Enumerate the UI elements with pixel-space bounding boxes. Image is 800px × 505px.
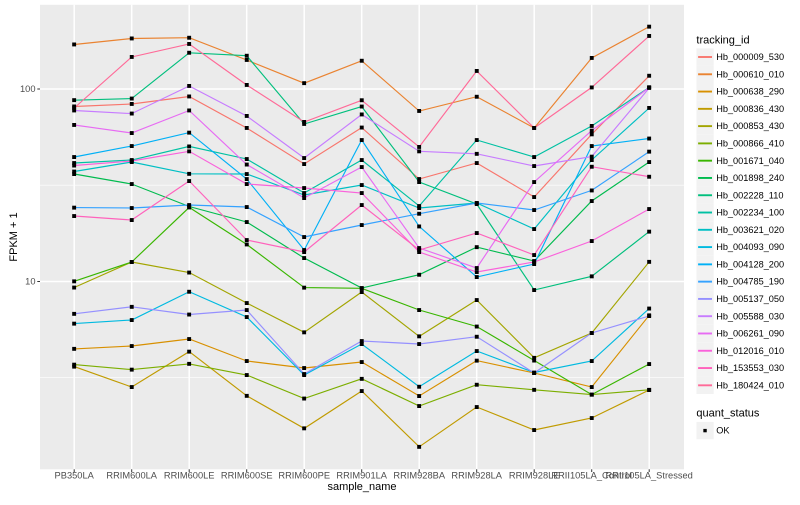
svg-text:Hb_180424_010: Hb_180424_010 [716, 380, 784, 390]
svg-text:FPKM + 1: FPKM + 1 [8, 212, 20, 261]
svg-text:PB350LA: PB350LA [55, 471, 95, 481]
svg-text:Hb_001671_040: Hb_001671_040 [716, 156, 784, 166]
svg-text:RRIM928BA: RRIM928BA [393, 471, 445, 481]
svg-text:RRIM600SE: RRIM600SE [221, 471, 273, 481]
svg-text:RRIM600LA: RRIM600LA [106, 471, 157, 481]
svg-text:RRII105LA_Control: RRII105LA_Control [551, 471, 632, 481]
svg-text:Hb_004785_190: Hb_004785_190 [716, 277, 784, 287]
svg-text:RRIM600PE: RRIM600PE [278, 471, 330, 481]
svg-text:Hb_000610_010: Hb_000610_010 [716, 69, 784, 79]
svg-text:Hb_002234_100: Hb_002234_100 [716, 208, 784, 218]
svg-text:sample_name: sample_name [327, 481, 396, 493]
svg-text:Hb_005137_050: Hb_005137_050 [716, 294, 784, 304]
svg-text:Hb_000836_430: Hb_000836_430 [716, 104, 784, 114]
svg-text:10: 10 [25, 277, 35, 287]
svg-text:100: 100 [20, 84, 36, 94]
svg-text:RRIM928LA: RRIM928LA [451, 471, 502, 481]
svg-text:RRIM600LE: RRIM600LE [164, 471, 215, 481]
svg-text:Hb_006261_090: Hb_006261_090 [716, 329, 784, 339]
svg-text:quant_status: quant_status [696, 408, 759, 420]
svg-text:Hb_000638_290: Hb_000638_290 [716, 87, 784, 97]
svg-text:RRII105LA_Stressed: RRII105LA_Stressed [606, 471, 693, 481]
svg-text:Hb_000866_410: Hb_000866_410 [716, 139, 784, 149]
svg-text:Hb_001898_240: Hb_001898_240 [716, 173, 784, 183]
svg-text:Hb_004128_200: Hb_004128_200 [716, 259, 784, 269]
svg-text:Hb_153553_030: Hb_153553_030 [716, 363, 784, 373]
svg-text:RRIM928LE: RRIM928LE [509, 471, 560, 481]
svg-text:Hb_000853_430: Hb_000853_430 [716, 121, 784, 131]
svg-text:Hb_004093_090: Hb_004093_090 [716, 242, 784, 252]
svg-text:Hb_012016_010: Hb_012016_010 [716, 346, 784, 356]
svg-text:RRIM901LA: RRIM901LA [336, 471, 387, 481]
svg-text:Hb_003621_020: Hb_003621_020 [716, 225, 784, 235]
svg-text:OK: OK [716, 426, 730, 436]
svg-text:tracking_id: tracking_id [696, 35, 749, 47]
svg-text:Hb_000009_530: Hb_000009_530 [716, 52, 784, 62]
svg-text:Hb_005588_030: Hb_005588_030 [716, 311, 784, 321]
svg-text:Hb_002228_110: Hb_002228_110 [716, 190, 783, 200]
